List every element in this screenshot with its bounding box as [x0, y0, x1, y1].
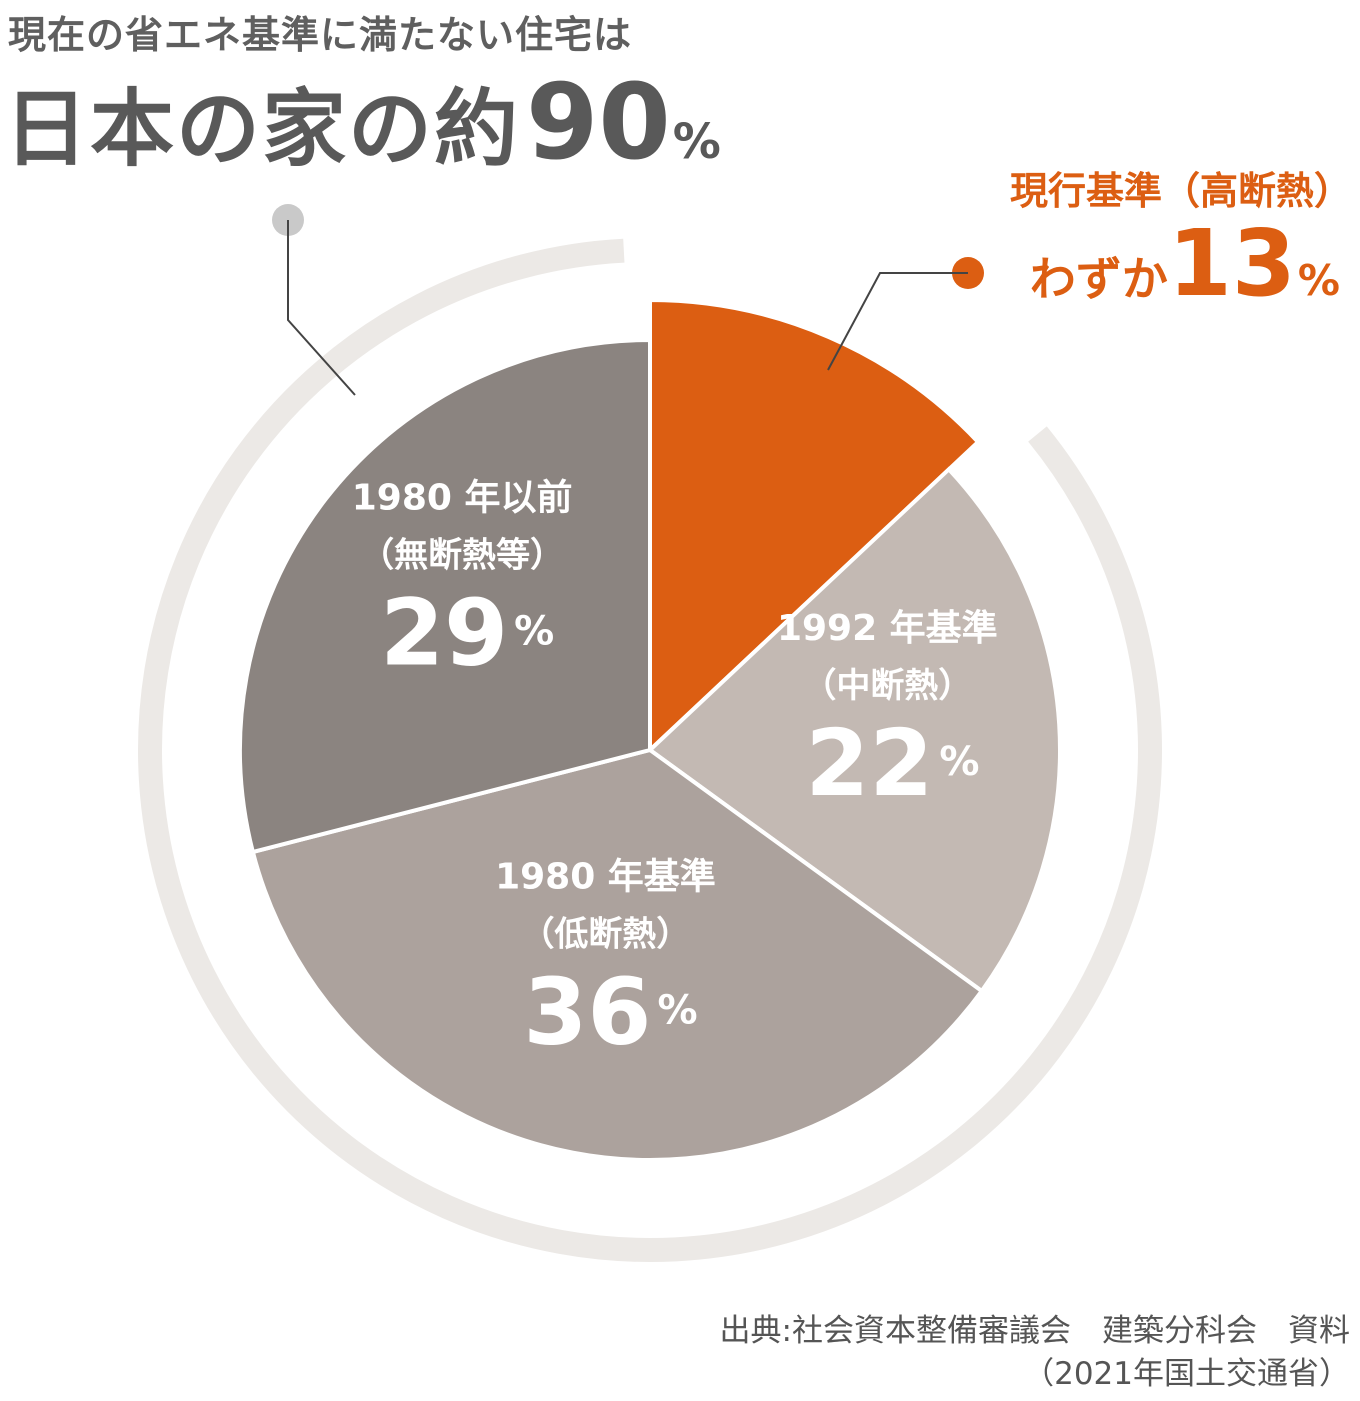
slice-label-line1-3: 1980 年以前	[352, 477, 573, 518]
source-line-1: 出典:社会資本整備審議会 建築分科会 資料	[719, 1313, 1350, 1349]
callout-label: 現行基準（高断熱）	[1009, 169, 1352, 213]
pie-slices	[238, 297, 1062, 1162]
pie-slice-1	[646, 466, 1062, 994]
callout-number: 13	[1167, 210, 1296, 317]
slice-label-line2-1: （中断熱）	[802, 666, 972, 706]
pie-slice-2	[250, 747, 985, 1162]
source-line-2: （2021年国土交通省）	[1023, 1356, 1350, 1393]
slice-label-line1-1: 1992 年基準	[777, 608, 998, 649]
outer-ring-arc	[138, 238, 1162, 1262]
slice-unit-2: %	[657, 988, 697, 1034]
slice-value-2: 36	[523, 959, 651, 1066]
slice-label-line2-2: （低断熱）	[520, 915, 690, 955]
headline-main: 日本の家の約90%	[4, 70, 721, 174]
callout-prefix: わずか	[1029, 252, 1168, 306]
slice-value-3: 29	[380, 579, 508, 686]
slice-unit-3: %	[514, 608, 554, 654]
callout-value: わずか13%	[1030, 218, 1340, 310]
leader-line-orange	[827, 272, 968, 371]
headline-main-unit: %	[672, 114, 721, 170]
source-note: 出典:社会資本整備審議会 建築分科会 資料 （2021年国土交通省）	[720, 1310, 1350, 1397]
slice-label-line1-2: 1980 年基準	[495, 857, 716, 898]
slice-labels: 1992 年基準 （中断熱）22 % 1980 年基準 （低断熱）36 % 1980 年以前…	[352, 477, 998, 1065]
headline-subtitle: 現在の省エネ基準に満たない住宅は	[8, 13, 633, 57]
slice-label-line2-3: （無断熱等）	[360, 535, 564, 575]
pie-slice-3	[238, 337, 652, 855]
slice-value-1: 22	[805, 710, 933, 817]
slice-unit-1: %	[939, 739, 979, 785]
pie-slice-0	[648, 297, 981, 755]
outer-ring	[138, 238, 1162, 1262]
headline-main-number: 90	[526, 61, 671, 183]
headline-main-text: 日本の家の約	[4, 80, 521, 178]
callout-unit: %	[1297, 256, 1340, 305]
leader-line-gray	[287, 220, 356, 396]
leader-lines	[272, 204, 984, 396]
